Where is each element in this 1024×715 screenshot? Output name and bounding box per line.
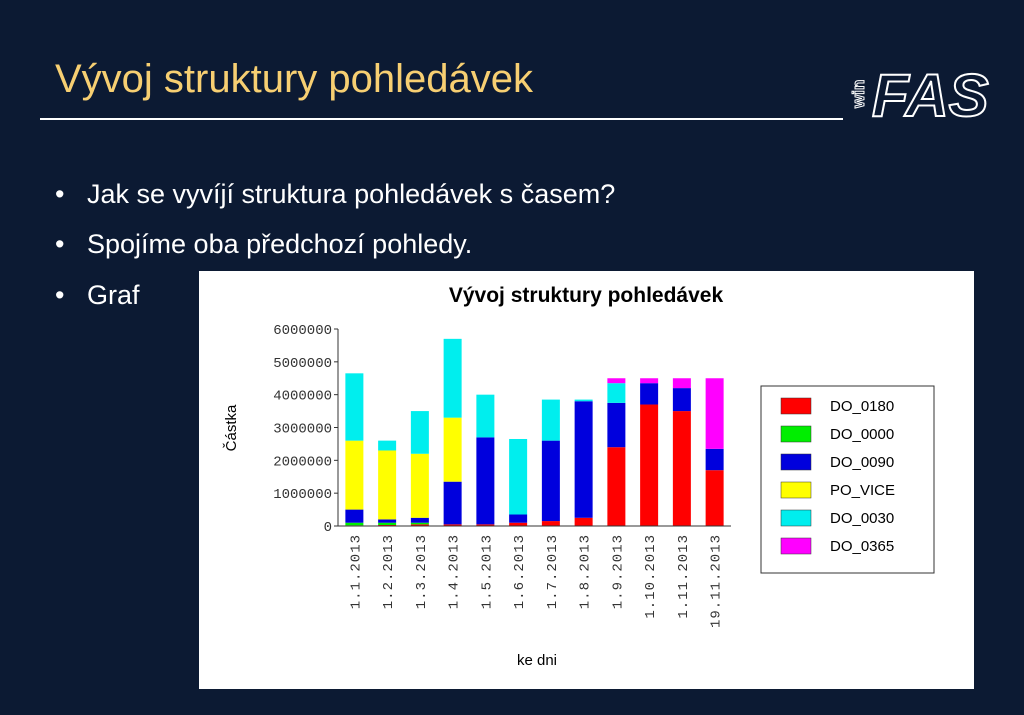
bar-segment (541, 521, 560, 526)
bar-segment (574, 401, 593, 518)
logo-small: win (849, 80, 868, 109)
bullet: Jak se vyvíjí struktura pohledávek s čas… (87, 179, 615, 209)
bar-segment (443, 338, 462, 418)
bar-segment (509, 514, 528, 523)
legend-swatch (780, 509, 812, 527)
y-tick-label: 2000000 (273, 454, 332, 470)
bar-segment (410, 524, 429, 526)
bar-segment (410, 453, 429, 518)
bullet-dot: • (55, 280, 64, 310)
legend-swatch (780, 425, 812, 443)
legend-label: DO_0365 (830, 538, 894, 555)
legend-label: DO_0030 (830, 510, 894, 527)
bar-segment (345, 440, 364, 510)
bar-segment (541, 440, 560, 522)
bar-segment (345, 509, 364, 523)
bar-segment (378, 440, 397, 451)
legend-swatch (780, 537, 812, 555)
bar-segment (672, 378, 691, 389)
bar-segment (476, 524, 495, 526)
bar-segment (345, 373, 364, 441)
bar-segment (443, 417, 462, 482)
bar-segment (672, 411, 691, 526)
y-tick-label: 0 (324, 520, 332, 536)
bar-segment (476, 437, 495, 525)
legend-label: DO_0090 (830, 454, 894, 471)
slide-title: Vývoj struktury pohledávek (55, 57, 534, 101)
bar-segment (640, 383, 659, 405)
bar-segment (705, 378, 724, 449)
legend-swatch (780, 481, 812, 499)
bar-segment (378, 519, 397, 523)
x-tick-label: 1.5.2013 (479, 534, 495, 609)
bar-segment (443, 524, 462, 526)
legend-swatch (780, 453, 812, 471)
bar-segment (705, 470, 724, 526)
x-tick-label: 1.4.2013 (447, 534, 463, 609)
bar-segment (574, 399, 593, 402)
x-tick-label: 1.7.2013 (545, 534, 561, 609)
bar-segment (443, 481, 462, 525)
bar-segment (607, 447, 626, 526)
bar-segment (607, 402, 626, 448)
bar-segment (640, 404, 659, 526)
bar-segment (607, 378, 626, 384)
x-tick-label: 1.2.2013 (381, 534, 397, 609)
bar-segment (410, 411, 429, 454)
y-tick-label: 1000000 (273, 487, 332, 503)
x-tick-label: 1.8.2013 (578, 534, 594, 609)
chart-title: Vývoj struktury pohledávek (449, 284, 724, 307)
bar-segment (607, 383, 626, 403)
y-tick-label: 3000000 (273, 422, 332, 438)
y-tick-label: 4000000 (273, 389, 332, 405)
x-tick-label: 1.11.2013 (676, 534, 692, 619)
bar-segment (345, 522, 364, 526)
x-tick-label: 1.6.2013 (512, 534, 528, 609)
logo-large: FAS (872, 62, 989, 129)
bullet: Graf (87, 280, 140, 310)
bar-segment (378, 522, 397, 526)
bar-segment (509, 522, 528, 526)
bullet-dot: • (55, 229, 64, 259)
y-tick-label: 5000000 (273, 356, 332, 372)
legend-label: DO_0000 (830, 426, 894, 443)
bullet: Spojíme oba předchozí pohledy. (87, 229, 472, 259)
legend-label: PO_VICE (830, 482, 895, 499)
x-tick-label: 1.10.2013 (643, 534, 659, 619)
x-tick-label: 19.11.2013 (709, 534, 725, 628)
bar-segment (378, 450, 397, 520)
x-axis-label: ke dni (517, 652, 557, 669)
bullet-dot: • (55, 179, 64, 209)
x-tick-label: 1.3.2013 (414, 534, 430, 609)
bar-segment (509, 438, 528, 515)
bar-segment (476, 394, 495, 438)
y-axis-label: Částka (223, 404, 240, 451)
x-tick-label: 1.9.2013 (610, 534, 626, 609)
legend-swatch (780, 397, 812, 415)
bar-segment (541, 399, 560, 441)
bar-segment (672, 388, 691, 412)
bar-segment (705, 448, 724, 471)
legend-label: DO_0180 (830, 398, 894, 415)
bar-segment (410, 517, 429, 523)
bar-segment (574, 517, 593, 526)
bar-segment (640, 378, 659, 384)
y-tick-label: 6000000 (273, 323, 332, 339)
x-tick-label: 1.1.2013 (348, 534, 364, 609)
bar-segment (410, 522, 429, 525)
